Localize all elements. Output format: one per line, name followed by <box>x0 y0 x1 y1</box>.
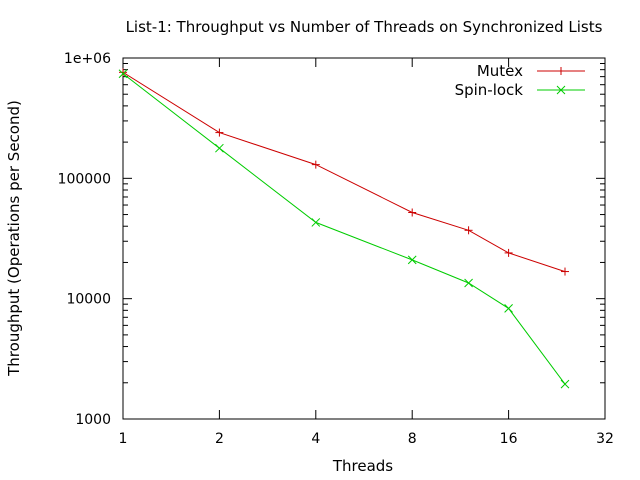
x-axis-label: Threads <box>332 457 393 475</box>
legend-label: Spin-lock <box>455 81 524 99</box>
data-point <box>215 128 224 137</box>
x-tick-label: 4 <box>311 431 320 447</box>
data-point <box>560 267 569 276</box>
y-tick-label: 1000 <box>75 412 111 428</box>
legend-label: Mutex <box>477 62 523 80</box>
data-point <box>215 143 224 153</box>
data-point <box>119 68 127 77</box>
series-line-spin-lock <box>122 73 566 385</box>
plot-area: 1000 10000 100000 1e+06 1 2 4 8 16 32 <box>58 51 614 447</box>
data-point <box>311 160 320 169</box>
series-line-mutex <box>122 71 566 273</box>
y-tick-label: 100000 <box>58 171 111 187</box>
data-point <box>408 208 417 217</box>
y-axis-label: Throughput (Operations per Second) <box>5 100 23 377</box>
data-point <box>504 304 513 313</box>
x-tick-label: 32 <box>596 431 614 447</box>
x-tick-label: 16 <box>500 431 518 447</box>
data-point <box>560 379 570 389</box>
data-point <box>504 248 513 257</box>
x-tick-label: 2 <box>215 431 224 447</box>
plot-frame <box>122 57 606 420</box>
data-point <box>464 278 473 288</box>
x-tick-label: 8 <box>408 431 417 447</box>
data-point <box>464 226 473 235</box>
y-tick-label: 10000 <box>66 292 111 308</box>
data-point <box>311 218 321 227</box>
legend-marker <box>556 85 566 95</box>
legend-marker <box>557 67 565 75</box>
x-tick-label: 1 <box>119 431 128 447</box>
chart-title: List-1: Throughput vs Number of Threads … <box>126 18 603 36</box>
data-point <box>407 255 417 265</box>
data-point <box>118 69 128 79</box>
y-tick-label: 1e+06 <box>64 51 111 67</box>
